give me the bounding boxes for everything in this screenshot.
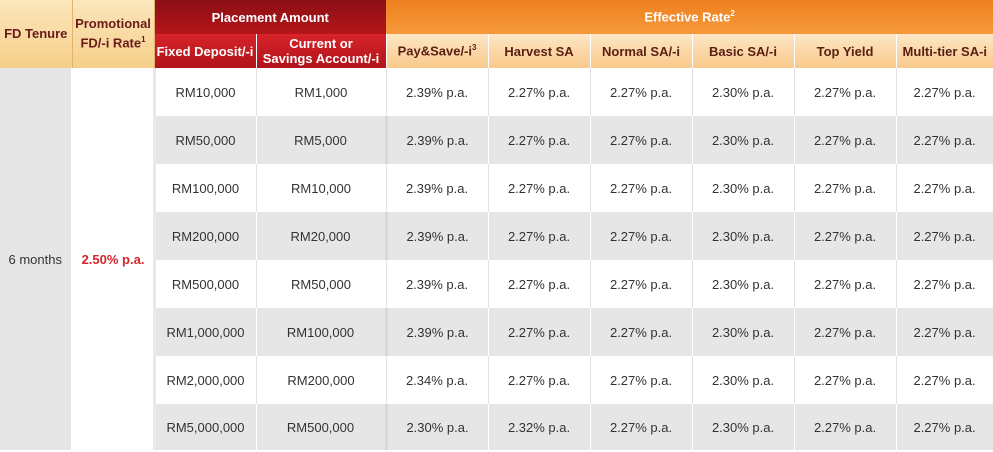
fd-amount-cell: RM10,000 [154, 68, 257, 116]
header-rate-col: Top Yield [794, 34, 897, 68]
rate-cell: 2.27% p.a. [896, 116, 993, 164]
header-current-savings-line2: Savings Account/-i [262, 51, 380, 66]
rate-cell: 2.27% p.a. [794, 116, 897, 164]
rate-cell: 2.27% p.a. [794, 164, 897, 212]
header-promo-rate: Promotional FD/-i Rate1 [72, 0, 155, 68]
sa-amount-cell: RM5,000 [256, 116, 388, 164]
header-promo-rate-line1: Promotional [75, 16, 151, 32]
header-rate-col-label: Basic SA/-i [709, 43, 777, 59]
promo-rate-cell: 2.50% p.a. [72, 68, 156, 450]
rate-cell: 2.30% p.a. [692, 356, 795, 404]
fd-amount-cell: RM200,000 [154, 212, 257, 260]
header-rate-col: Pay&Save/-i3 [386, 34, 489, 68]
fd-amount-cell: RM2,000,000 [154, 356, 257, 404]
rate-cell: 2.39% p.a. [386, 116, 489, 164]
rate-cell: 2.27% p.a. [590, 212, 693, 260]
rate-cell: 2.39% p.a. [386, 68, 489, 116]
rate-cell: 2.27% p.a. [590, 356, 693, 404]
header-fd-tenure: FD Tenure [0, 0, 73, 68]
header-rate-col: Harvest SA [488, 34, 591, 68]
rate-cell: 2.39% p.a. [386, 212, 489, 260]
rate-cell: 2.30% p.a. [692, 164, 795, 212]
tenure-value: 6 months [8, 251, 62, 267]
rate-cell: 2.27% p.a. [590, 308, 693, 356]
rate-cell: 2.27% p.a. [590, 116, 693, 164]
rate-cell: 2.27% p.a. [896, 260, 993, 308]
header-rate-col-label: Normal SA/-i [602, 43, 681, 59]
header-rate-col: Basic SA/-i [692, 34, 795, 68]
rate-cell: 2.27% p.a. [590, 404, 693, 450]
header-rate-col-label: Top Yield [816, 43, 874, 59]
header-fixed-deposit: Fixed Deposit/-i [154, 34, 257, 68]
header-rate-col: Multi-tier SA-i [896, 34, 993, 68]
rate-cell: 2.27% p.a. [488, 260, 591, 308]
sa-amount-cell: RM20,000 [256, 212, 388, 260]
rate-cell: 2.27% p.a. [794, 212, 897, 260]
rate-cell: 2.30% p.a. [692, 260, 795, 308]
rate-cell: 2.39% p.a. [386, 164, 489, 212]
rate-cell: 2.27% p.a. [590, 164, 693, 212]
sa-amount-cell: RM500,000 [256, 404, 388, 450]
rate-cell: 2.27% p.a. [794, 68, 897, 116]
header-placement-amount: Placement Amount [154, 0, 387, 34]
header-current-savings-line1: Current or [289, 36, 353, 51]
rate-cell: 2.27% p.a. [488, 164, 591, 212]
rate-cell: 2.27% p.a. [590, 68, 693, 116]
header-current-savings: Current or Savings Account/-i [256, 34, 387, 68]
fd-amount-cell: RM500,000 [154, 260, 257, 308]
header-rate-col-label: Multi-tier SA-i [902, 43, 988, 59]
rate-cell: 2.27% p.a. [794, 356, 897, 404]
rate-cell: 2.27% p.a. [896, 404, 993, 450]
rate-cell: 2.27% p.a. [896, 356, 993, 404]
header-placement-amount-label: Placement Amount [211, 9, 329, 25]
rate-cell: 2.27% p.a. [488, 356, 591, 404]
rate-cell: 2.27% p.a. [794, 404, 897, 450]
rate-cell: 2.27% p.a. [896, 164, 993, 212]
fd-amount-cell: RM1,000,000 [154, 308, 257, 356]
header-promo-rate-line2: FD/-i Rate [80, 35, 142, 51]
fd-amount-cell: RM5,000,000 [154, 404, 257, 450]
sa-amount-cell: RM200,000 [256, 356, 387, 404]
header-effective-rate-label: Effective Rate [644, 9, 731, 25]
header-rate-col-label: Harvest SA [504, 43, 574, 59]
rate-cell: 2.27% p.a. [794, 308, 897, 356]
rate-cell: 2.30% p.a. [692, 404, 795, 450]
header-promo-rate-sup: 1 [141, 35, 146, 45]
rate-cell: 2.27% p.a. [488, 68, 591, 116]
rate-cell: 2.30% p.a. [386, 404, 489, 450]
rate-cell: 2.30% p.a. [692, 116, 795, 164]
rate-cell: 2.39% p.a. [386, 260, 489, 308]
rate-cell: 2.30% p.a. [692, 212, 795, 260]
header-effective-rate: Effective Rate2 [386, 0, 993, 34]
fd-amount-cell: RM50,000 [154, 116, 257, 164]
sa-amount-cell: RM50,000 [256, 260, 387, 308]
tenure-cell: 6 months [0, 68, 74, 450]
rate-cell: 2.32% p.a. [488, 404, 591, 450]
header-rate-col-sup: 3 [472, 43, 477, 53]
rate-cell: 2.27% p.a. [896, 68, 993, 116]
sa-amount-cell: RM10,000 [256, 164, 387, 212]
sa-amount-cell: RM1,000 [256, 68, 387, 116]
header-effective-rate-sup: 2 [730, 9, 735, 19]
header-rate-col-label: Pay&Save/-i [397, 43, 472, 59]
header-fd-tenure-label: FD Tenure [4, 26, 68, 41]
rate-cell: 2.34% p.a. [386, 356, 489, 404]
rate-cell: 2.27% p.a. [590, 260, 693, 308]
header-rate-col: Normal SA/-i [590, 34, 693, 68]
rate-cell: 2.27% p.a. [488, 212, 591, 260]
rate-cell: 2.27% p.a. [794, 260, 897, 308]
rate-cell: 2.27% p.a. [488, 308, 591, 356]
rate-cell: 2.30% p.a. [692, 68, 795, 116]
rate-cell: 2.27% p.a. [896, 308, 993, 356]
promo-rate-value: 2.50% p.a. [81, 251, 145, 267]
rate-cell: 2.27% p.a. [896, 212, 993, 260]
rate-cell: 2.30% p.a. [692, 308, 795, 356]
fd-amount-cell: RM100,000 [154, 164, 257, 212]
rate-cell: 2.39% p.a. [386, 308, 489, 356]
sa-amount-cell: RM100,000 [256, 308, 388, 356]
header-fixed-deposit-label: Fixed Deposit/-i [156, 43, 254, 59]
rate-cell: 2.27% p.a. [488, 116, 591, 164]
